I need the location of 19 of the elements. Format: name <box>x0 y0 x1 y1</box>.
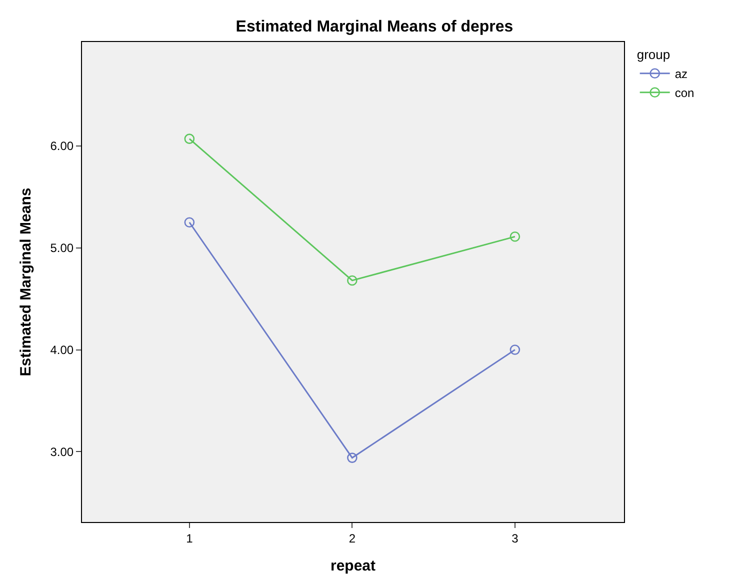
legend-title: group <box>636 46 670 62</box>
point <box>184 217 195 228</box>
point <box>347 275 358 286</box>
y-tick-label: 3.00 <box>50 444 74 459</box>
y-tick-label: 5.00 <box>50 241 74 256</box>
point <box>510 344 520 355</box>
point <box>347 452 358 463</box>
x-tick-label: 2 <box>348 531 356 546</box>
legend-label: con <box>674 86 694 100</box>
point <box>510 232 520 242</box>
y-axis-title: Estimated Marginal Means <box>17 188 34 376</box>
x-axis-title: repeat <box>330 557 376 574</box>
legend-label: az <box>674 67 688 82</box>
x-tick-label: 3 <box>512 531 519 546</box>
y-tick-label: 6.00 <box>50 139 74 154</box>
x-tick-label: 1 <box>186 531 194 546</box>
chart-title: Estimated Marginal Means of depres <box>236 18 514 36</box>
point <box>184 134 195 144</box>
y-tick-label: 4.00 <box>50 342 74 357</box>
